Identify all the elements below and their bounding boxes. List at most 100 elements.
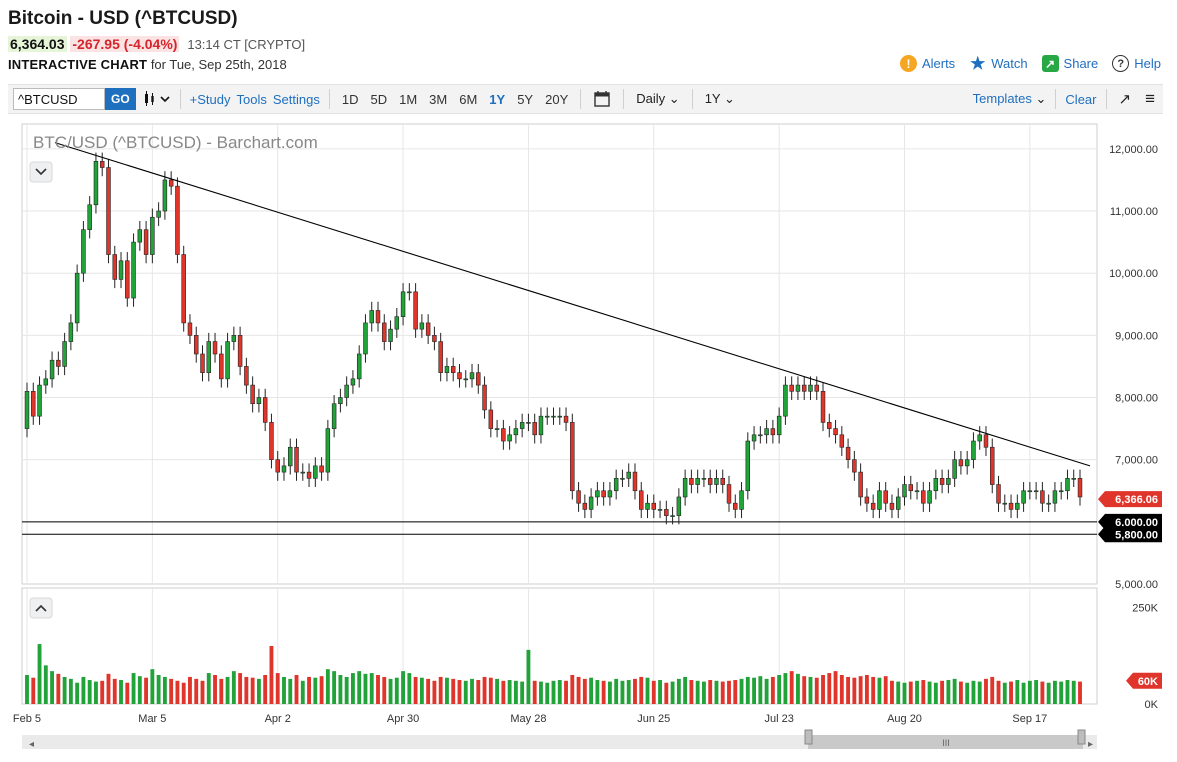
- period-5d[interactable]: 5D: [370, 91, 388, 107]
- candle-body: [557, 415, 562, 418]
- time-scrollbar[interactable]: III ◂ ▸: [22, 729, 1097, 750]
- period-1m[interactable]: 1M: [399, 91, 418, 107]
- date-tick-label: Apr 30: [387, 713, 419, 725]
- candle-body: [1077, 478, 1083, 498]
- price-chart[interactable]: 5,000.00 6,000.00 7,000.00 8,000.00 9,000.00…: [0, 114, 1177, 762]
- scroll-right-icon[interactable]: ▸: [1088, 739, 1093, 750]
- candle-body: [770, 428, 776, 436]
- expand-icon[interactable]: ↗: [1118, 91, 1132, 108]
- chevron-down-icon: ⌄: [1035, 91, 1047, 106]
- volume-bar: [1059, 681, 1064, 704]
- candle-body: [419, 322, 425, 330]
- volume-bar: [225, 676, 230, 704]
- templates-dropdown[interactable]: Templates ⌄: [970, 91, 1050, 107]
- candle-body: [62, 341, 67, 367]
- tools-button[interactable]: Tools: [236, 91, 267, 107]
- scrollbar-right-handle[interactable]: [1077, 729, 1086, 745]
- candle-body: [281, 465, 287, 473]
- volume-bar: [250, 677, 255, 704]
- volume-bar: [777, 675, 782, 704]
- symbol-input[interactable]: [13, 88, 105, 110]
- period-20y[interactable]: 20Y: [545, 91, 569, 107]
- study-button[interactable]: +Study: [189, 91, 231, 107]
- volume-bar: [1002, 682, 1007, 704]
- volume-bar: [269, 646, 274, 704]
- chart-type-icon[interactable]: [140, 89, 174, 109]
- alerts-link[interactable]: ! Alerts: [899, 55, 955, 72]
- volume-bar: [1040, 681, 1045, 704]
- collapse-volume-button[interactable]: [29, 597, 53, 619]
- volume-marker: 60K: [1126, 672, 1162, 689]
- volume-bar: [1065, 680, 1070, 704]
- scrollbar-thumb[interactable]: [808, 735, 1083, 749]
- volume-bar: [890, 680, 894, 704]
- volume-bar: [701, 681, 706, 704]
- candle-body: [125, 260, 130, 299]
- volume-bar: [94, 681, 98, 704]
- toolbar-divider: [179, 89, 181, 109]
- chart-toolbar: GO +Study Tools Settings 1D 5D 1M 3M 6M …: [8, 84, 1163, 114]
- candle: [795, 376, 801, 400]
- candle-body: [971, 440, 976, 460]
- candle: [49, 351, 55, 388]
- candle: [726, 475, 732, 512]
- volume-bar: [620, 680, 625, 704]
- volume-bar: [275, 673, 280, 704]
- candle: [952, 450, 957, 488]
- chart-area: 5,000.00 6,000.00 7,000.00 8,000.00 9,000.00…: [0, 114, 1177, 762]
- volume-bar: [739, 678, 744, 704]
- period-6m[interactable]: 6M: [459, 91, 478, 107]
- volume-bar: [557, 680, 562, 704]
- volume-bar: [564, 680, 568, 704]
- candle-body: [256, 397, 262, 405]
- menu-icon[interactable]: ≡: [1145, 89, 1155, 108]
- range-dropdown[interactable]: 1Y ⌄: [699, 91, 741, 107]
- clear-button[interactable]: Clear: [1065, 91, 1097, 107]
- scroll-left-icon[interactable]: ◂: [29, 739, 34, 750]
- volume-bar: [438, 676, 443, 704]
- collapse-price-button[interactable]: [29, 161, 53, 183]
- candle: [313, 457, 318, 488]
- candle: [331, 395, 337, 438]
- settings-button[interactable]: Settings: [272, 91, 320, 107]
- trendline-segment[interactable]: [54, 142, 1091, 467]
- candle-body: [394, 316, 400, 330]
- candle-body: [68, 322, 74, 342]
- candle-body: [488, 409, 494, 429]
- interval-dropdown[interactable]: Daily ⌄: [630, 91, 685, 107]
- candle-body: [344, 384, 349, 398]
- candle-body: [43, 378, 49, 386]
- candle: [845, 438, 851, 469]
- calendar-icon[interactable]: [593, 90, 611, 108]
- candle-body: [369, 310, 374, 324]
- candle-body: [1052, 490, 1058, 504]
- help-link[interactable]: ? Help: [1112, 55, 1161, 72]
- volume-bar: [1021, 682, 1026, 704]
- period-3m[interactable]: 3M: [429, 91, 448, 107]
- volume-bar: [714, 680, 719, 704]
- candle: [595, 482, 600, 506]
- period-5y[interactable]: 5Y: [517, 91, 534, 107]
- candle: [538, 407, 544, 444]
- period-1d[interactable]: 1D: [341, 91, 359, 107]
- candle: [37, 376, 42, 425]
- candle: [118, 252, 124, 289]
- volume-bar: [213, 675, 217, 704]
- volume-bar: [31, 677, 36, 704]
- share-link[interactable]: ↗ Share: [1041, 55, 1098, 72]
- help-icon: ?: [1112, 55, 1130, 72]
- candle-body: [588, 496, 594, 510]
- candle: [657, 500, 663, 519]
- candle: [833, 419, 838, 444]
- period-1y[interactable]: 1Y: [489, 91, 506, 107]
- candle: [388, 320, 393, 351]
- date-tick-label: May 28: [510, 713, 546, 725]
- candle-body: [808, 384, 813, 392]
- go-button[interactable]: GO: [105, 88, 136, 110]
- scrollbar-left-handle[interactable]: [804, 729, 813, 745]
- date-tick-label: Jun 25: [637, 713, 670, 725]
- candle: [219, 345, 224, 388]
- watch-link[interactable]: ★ Watch: [969, 54, 1027, 73]
- volume-tick-label: 0K: [1145, 699, 1159, 711]
- candle-body: [93, 160, 99, 206]
